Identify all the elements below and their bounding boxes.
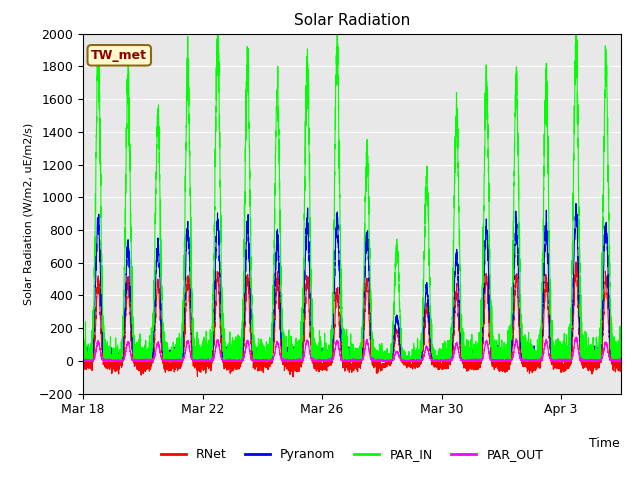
Pyranom: [101, 348, 109, 354]
Legend: RNet, Pyranom, PAR_IN, PAR_OUT: RNet, Pyranom, PAR_IN, PAR_OUT: [156, 443, 548, 466]
Text: Time: Time: [589, 437, 620, 450]
PAR_OUT: [611, 358, 619, 363]
Pyranom: [179, 346, 186, 352]
PAR_OUT: [260, 358, 268, 364]
Line: PAR_IN: PAR_IN: [83, 24, 621, 361]
Pyranom: [79, 357, 87, 362]
Pyranom: [617, 358, 625, 364]
Title: Solar Radiation: Solar Radiation: [294, 13, 410, 28]
PAR_OUT: [176, 358, 184, 364]
PAR_IN: [101, 336, 109, 342]
Y-axis label: Solar Radiation (W/m2, uE/m2/s): Solar Radiation (W/m2, uE/m2/s): [24, 122, 33, 305]
PAR_OUT: [399, 358, 407, 364]
PAR_OUT: [79, 358, 87, 364]
RNet: [572, 259, 580, 265]
RNet: [175, 362, 183, 368]
Pyranom: [572, 201, 580, 206]
RNet: [179, 354, 186, 360]
PAR_OUT: [572, 334, 580, 340]
PAR_IN: [79, 358, 87, 364]
PAR_IN: [179, 312, 186, 318]
PAR_IN: [617, 358, 625, 364]
RNet: [399, 360, 407, 365]
Line: PAR_OUT: PAR_OUT: [83, 337, 621, 361]
Pyranom: [79, 358, 87, 364]
PAR_OUT: [101, 358, 109, 364]
PAR_IN: [175, 344, 183, 349]
PAR_IN: [611, 358, 619, 364]
PAR_OUT: [79, 358, 87, 363]
Pyranom: [260, 358, 268, 364]
Pyranom: [399, 354, 407, 360]
Line: Pyranom: Pyranom: [83, 204, 621, 361]
RNet: [617, 358, 625, 364]
RNet: [260, 369, 268, 375]
PAR_OUT: [179, 358, 186, 363]
RNet: [79, 368, 87, 373]
PAR_IN: [399, 357, 407, 363]
Line: RNet: RNet: [83, 262, 621, 377]
RNet: [101, 360, 109, 365]
Pyranom: [176, 357, 184, 362]
RNet: [289, 374, 297, 380]
PAR_OUT: [617, 357, 625, 363]
PAR_IN: [260, 348, 268, 354]
Pyranom: [611, 358, 619, 363]
Text: TW_met: TW_met: [92, 49, 147, 62]
PAR_IN: [333, 22, 341, 27]
RNet: [611, 360, 619, 366]
